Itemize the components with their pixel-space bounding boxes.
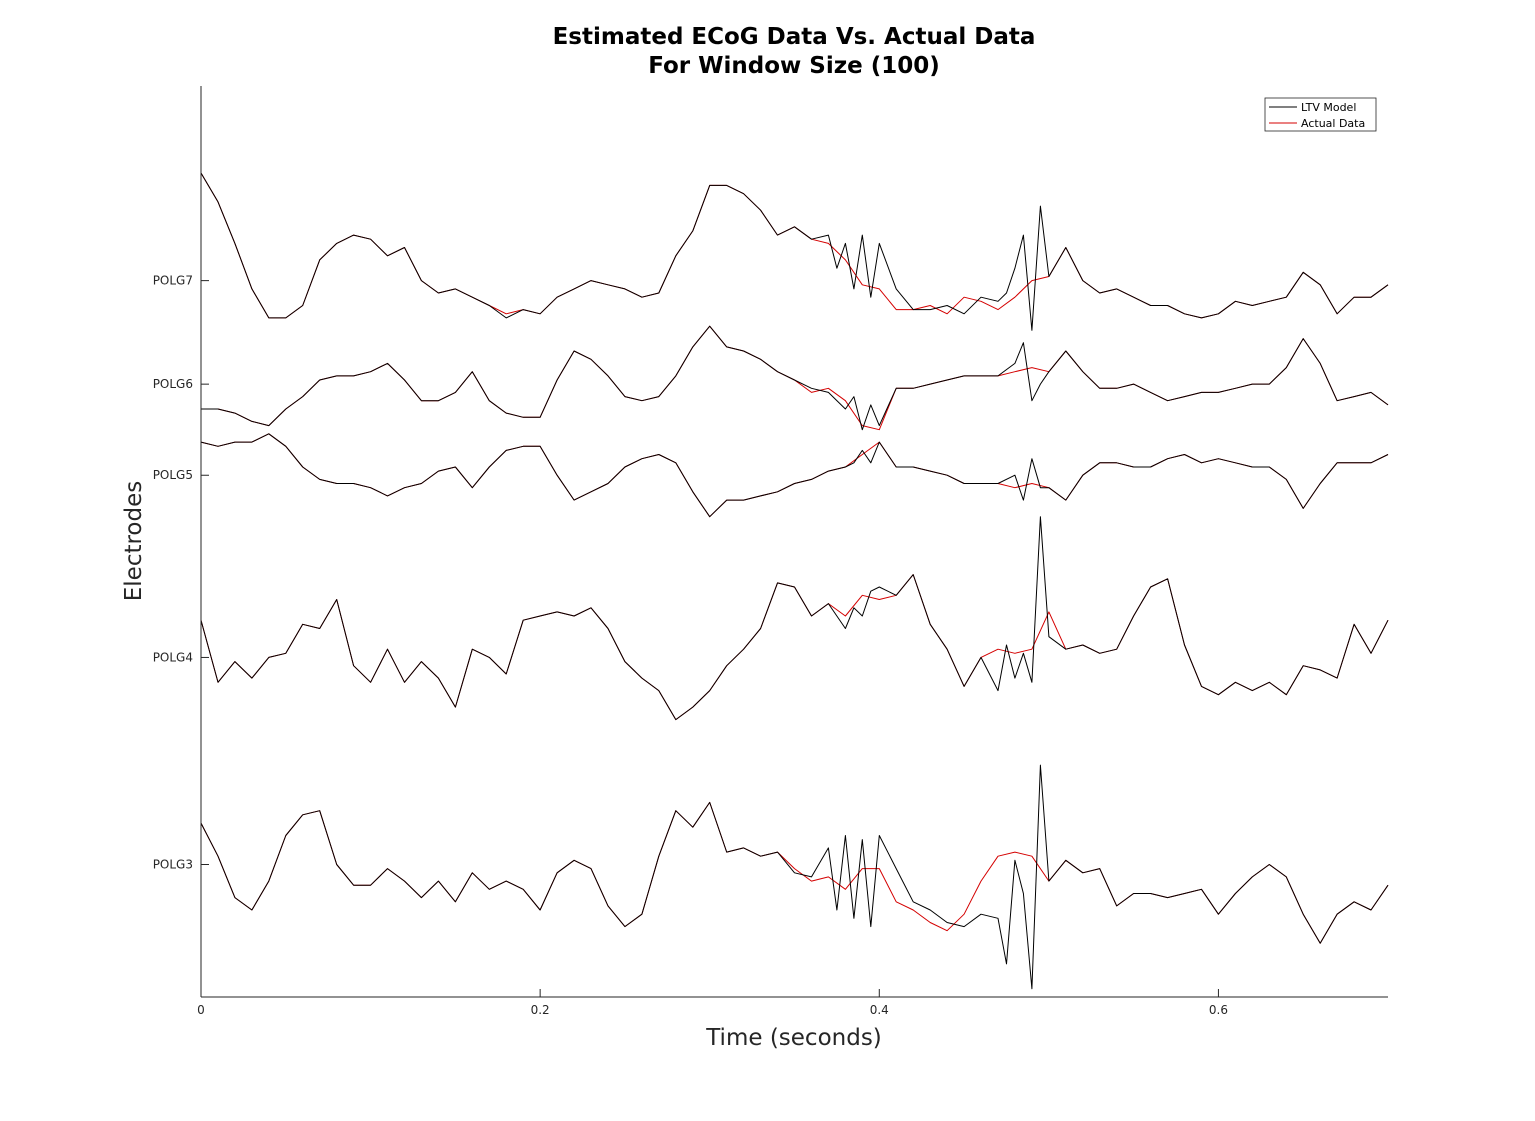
series-line-ltv-model-polg6 [201,325,1389,431]
x-tick-label: 0 [197,1003,205,1017]
y-tick-label-polg7: POLG7 [153,274,193,288]
plot-area: 0 0.2 0.4 0.6 POLG3 POLG4 POLG5 POLG6 POLG7 [153,86,1389,1017]
legend: LTV Model Actual Data [1264,97,1377,132]
series-line-ltv-model-polg7 [200,172,1389,331]
chart-title-line-1: Estimated ECoG Data Vs. Actual Data [553,24,1036,50]
x-tick-label: 0.2 [531,1003,550,1017]
series-line-ltv-model-polg4 [200,516,1389,721]
series-line-ltv-model-polg3 [200,764,1389,990]
x-tick-label: 0.6 [1209,1003,1228,1017]
y-tick-label-polg3: POLG3 [153,857,193,871]
chart-title-line-2: For Window Size (100) [648,53,940,79]
y-tick-label-polg5: POLG5 [153,468,193,482]
y-axis-label: Electrodes [121,481,147,602]
series-line-ltv-model-polg5 [200,433,1389,518]
y-tick-label-polg6: POLG6 [153,377,193,391]
y-ticks: POLG3 POLG4 POLG5 POLG6 POLG7 [153,274,209,871]
legend-label-ltv-model: LTV Model [1301,101,1356,114]
legend-label-actual-data: Actual Data [1301,117,1365,130]
x-ticks: 0 0.2 0.4 0.6 [197,989,1228,1017]
x-tick-label: 0.4 [870,1003,889,1017]
x-axis-label: Time (seconds) [705,1025,882,1051]
legend-box [1264,97,1377,132]
series-layer [200,172,1389,990]
y-tick-label-polg4: POLG4 [153,650,193,664]
